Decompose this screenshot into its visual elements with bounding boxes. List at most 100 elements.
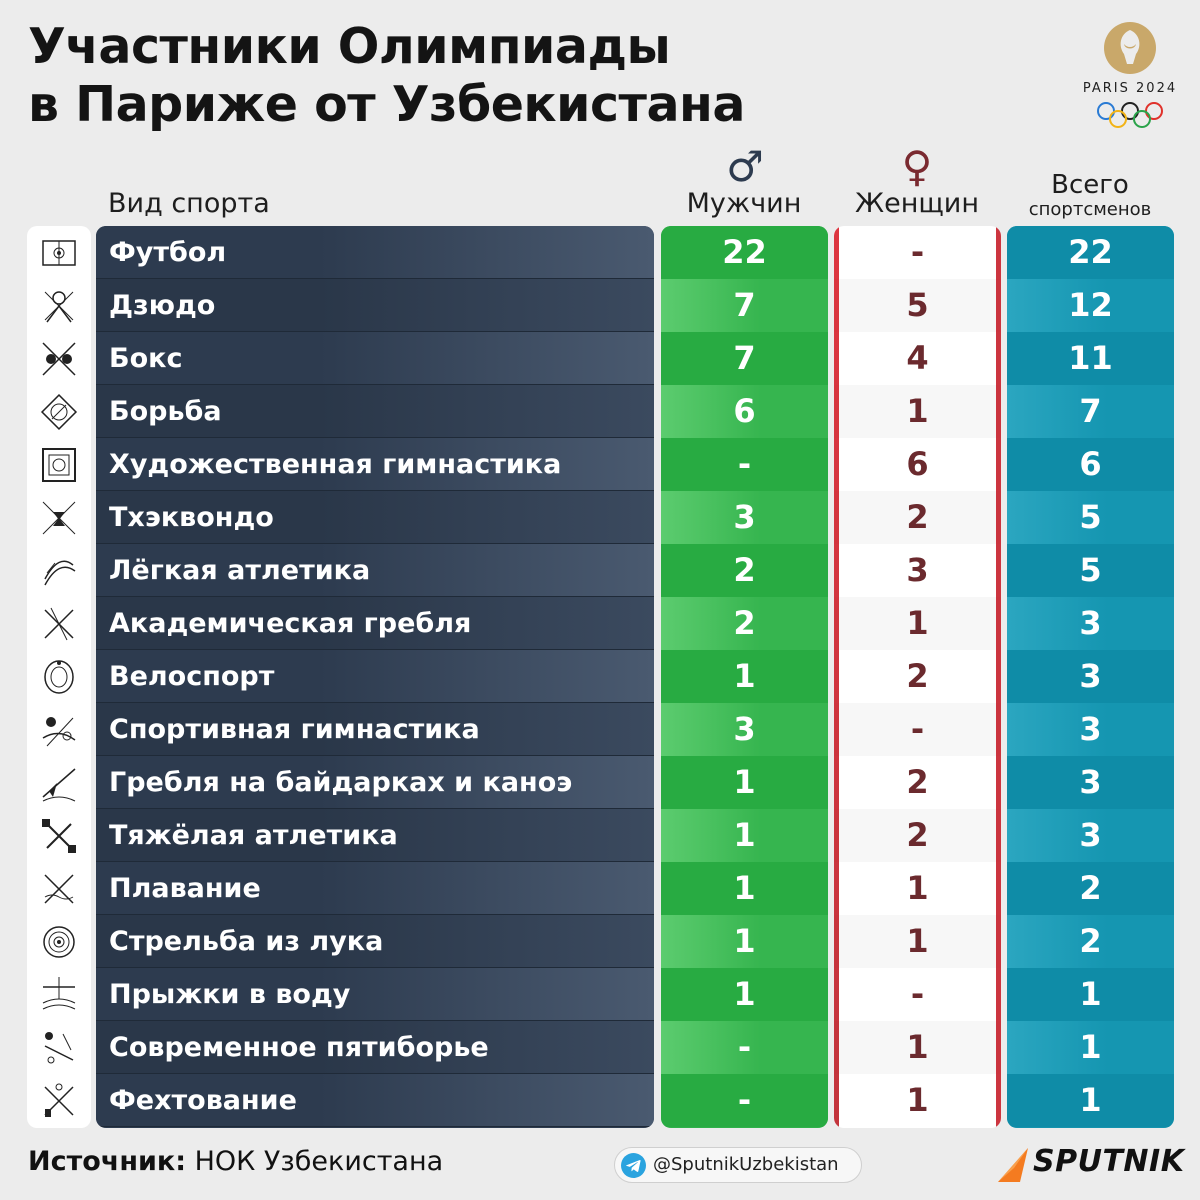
sport-name: Плавание [109, 873, 261, 904]
table-row: 1 [661, 968, 828, 1021]
women-count: 2 [906, 816, 929, 854]
swimming-icon [27, 862, 91, 915]
title-line-1: Участники Олимпиады [28, 18, 671, 75]
women-count: - [910, 975, 925, 1013]
table-row: 1 [661, 809, 828, 862]
table-row: 2 [1007, 915, 1174, 968]
table-row: 1 [661, 756, 828, 809]
table-row: - [661, 1021, 828, 1074]
telegram-handle: @SputnikUzbekistan [653, 1154, 839, 1175]
women-count: 3 [906, 551, 929, 589]
table-row: 1 [834, 385, 1001, 438]
table-row: 1 [834, 597, 1001, 650]
men-count: 22 [722, 233, 767, 271]
table-row: 3 [1007, 650, 1174, 703]
women-count: - [910, 710, 925, 748]
table-row: 3 [1007, 756, 1174, 809]
sport-name: Лёгкая атлетика [109, 555, 371, 586]
modern-pentathlon-icon [27, 1021, 91, 1074]
table-row: 1 [661, 650, 828, 703]
table-row: 1 [661, 862, 828, 915]
total-count: 7 [1079, 392, 1102, 430]
total-count: 5 [1079, 498, 1102, 536]
women-count: 5 [906, 286, 929, 324]
table-row: Фехтование [96, 1074, 654, 1127]
table-row: Велоспорт [96, 650, 654, 703]
table-row: 3 [661, 703, 828, 756]
total-count: 6 [1079, 445, 1102, 483]
women-column-left-edge [834, 226, 839, 1128]
sport-name: Борьба [109, 396, 222, 427]
table-row: 1 [1007, 968, 1174, 1021]
total-count: 1 [1079, 1028, 1102, 1066]
women-count: 2 [906, 498, 929, 536]
table-row: 3 [1007, 809, 1174, 862]
sputnik-logo: SPUTNIK [996, 1142, 1184, 1188]
table-row: 1 [834, 1074, 1001, 1127]
telegram-link[interactable]: @SputnikUzbekistan [614, 1147, 862, 1183]
header-men: Мужчин [686, 188, 802, 219]
table-row: Дзюдо [96, 279, 654, 332]
table-row: 1 [1007, 1021, 1174, 1074]
artistic-gymnastics-icon [27, 703, 91, 756]
sport-name: Академическая гребля [109, 608, 472, 639]
table-row: - [834, 226, 1001, 279]
table-row: Прыжки в воду [96, 968, 654, 1021]
table-row: 7 [661, 279, 828, 332]
men-count: 3 [733, 710, 756, 748]
table-row: 22 [1007, 226, 1174, 279]
women-count: 1 [906, 869, 929, 907]
sport-name: Гребля на байдарках и каноэ [109, 767, 573, 798]
sport-name: Фехтование [109, 1085, 297, 1116]
table-row: Тхэквондо [96, 491, 654, 544]
table-row: 3 [834, 544, 1001, 597]
fencing-icon [27, 1074, 91, 1127]
men-count: 1 [733, 975, 756, 1013]
table-row: Бокс [96, 332, 654, 385]
men-count: - [737, 1081, 752, 1119]
table-row: 2 [834, 650, 1001, 703]
table-row: Плавание [96, 862, 654, 915]
total-count: 3 [1079, 763, 1102, 801]
total-count: 5 [1079, 551, 1102, 589]
sport-name: Тяжёлая атлетика [109, 820, 398, 851]
sport-name: Велоспорт [109, 661, 275, 692]
total-count: 3 [1079, 816, 1102, 854]
football-icon [27, 226, 91, 279]
table-row: 2 [661, 597, 828, 650]
diving-icon [27, 968, 91, 1021]
header-total-sub: спортсменов [1028, 199, 1152, 220]
table-row: 22 [661, 226, 828, 279]
cycling-icon [27, 650, 91, 703]
women-count: 2 [906, 763, 929, 801]
women-count: 1 [906, 1081, 929, 1119]
sport-name: Художественная гимнастика [109, 449, 562, 480]
logo-text: PARIS 2024 [1082, 81, 1178, 96]
table-row: 5 [1007, 544, 1174, 597]
total-count: 3 [1079, 604, 1102, 642]
sport-names-column: Футбол Дзюдо Бокс Борьба Художественная гимн… [96, 226, 654, 1128]
table-row: - [661, 438, 828, 491]
title-line-2: в Париже от Узбекистана [28, 76, 745, 133]
men-count: 1 [733, 869, 756, 907]
boxing-icon [27, 332, 91, 385]
women-count: 2 [906, 657, 929, 695]
sport-name: Современное пятиборье [109, 1032, 489, 1063]
paris-2024-emblem-icon [1104, 22, 1156, 74]
sputnik-brand: SPUTNIK [1033, 1144, 1185, 1179]
table-row: 5 [834, 279, 1001, 332]
sputnik-arrow-icon [998, 1148, 1028, 1182]
total-count: 11 [1068, 339, 1113, 377]
female-symbol-icon: ♀ [901, 142, 933, 191]
table-row: 6 [1007, 438, 1174, 491]
table-row: Художественная гимнастика [96, 438, 654, 491]
table-row: 2 [661, 544, 828, 597]
source-note: Источник: НОК Узбекистана [28, 1146, 443, 1177]
source-label: Источник: [28, 1146, 187, 1177]
table-row: 1 [834, 915, 1001, 968]
table-row: 1 [834, 862, 1001, 915]
rhythmic-gymnastics-icon [27, 438, 91, 491]
table-row: 5 [1007, 491, 1174, 544]
table-row: 6 [834, 438, 1001, 491]
women-count: - [910, 233, 925, 271]
